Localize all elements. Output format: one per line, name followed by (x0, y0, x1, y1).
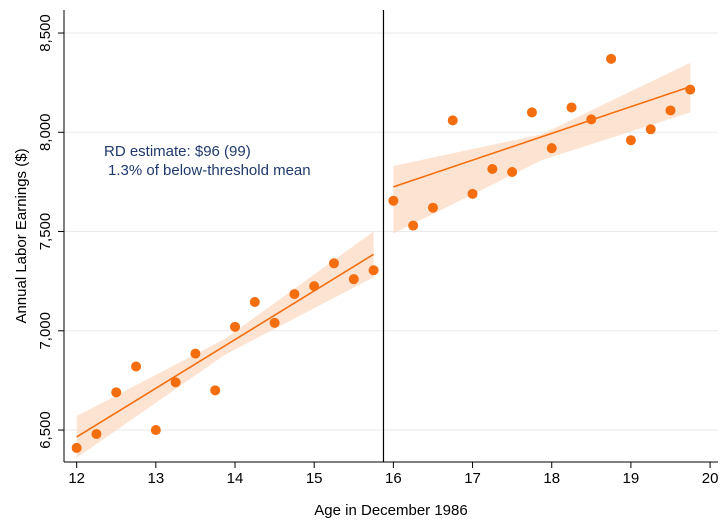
point (111, 387, 122, 398)
y-tick-label: 6,500 (37, 411, 54, 449)
point (91, 429, 102, 440)
point (507, 166, 518, 177)
plot: 6,500 7,000 7,500 8,000 8,500 12 13 14 15 16 17 18 1… (37, 10, 718, 487)
point (665, 105, 676, 116)
point (546, 143, 557, 154)
point (645, 124, 656, 135)
point (467, 188, 478, 199)
point (427, 202, 438, 213)
point (289, 289, 300, 300)
point (249, 297, 260, 308)
y-tick-label: 7,000 (37, 312, 54, 350)
point (586, 114, 597, 125)
y-tick-label: 7,500 (37, 213, 54, 251)
x-tick-label: 18 (543, 470, 560, 487)
point (447, 115, 458, 126)
point (190, 348, 201, 359)
point (408, 220, 419, 231)
point (606, 53, 617, 64)
point (526, 107, 537, 118)
x-tick-label: 13 (148, 470, 165, 487)
x-tick-label: 19 (623, 470, 640, 487)
point (170, 377, 181, 388)
point (150, 425, 161, 436)
point (131, 361, 142, 372)
confidence-band (393, 62, 691, 234)
annotation: RD estimate: $96 (99) (104, 143, 251, 160)
x-axis-label: Age in December 1986 (314, 502, 467, 519)
x-tick-label: 14 (227, 470, 244, 487)
point (625, 135, 636, 146)
x-tick-label: 16 (385, 470, 402, 487)
point (230, 321, 241, 332)
y-tick-label: 8,000 (37, 114, 54, 152)
point (566, 102, 577, 113)
point (71, 442, 82, 453)
fit-line (393, 85, 691, 188)
point (487, 164, 498, 175)
x-tick-label: 20 (702, 470, 719, 487)
point (685, 84, 696, 95)
x-tick-label: 15 (306, 470, 323, 487)
point (388, 195, 399, 206)
point (309, 281, 320, 292)
point (269, 317, 280, 328)
x-tick-label: 12 (68, 470, 85, 487)
y-tick-label: 8,500 (37, 14, 54, 52)
fit-line (76, 253, 375, 438)
confidence-band (76, 231, 374, 458)
annotation: 1.3% of below-threshold mean (108, 162, 311, 179)
y-axis-label: Annual Labor Earnings ($) (13, 148, 30, 323)
point (348, 274, 359, 285)
point (210, 385, 221, 396)
x-tick-label: 17 (464, 470, 481, 487)
point (328, 258, 339, 269)
point (368, 265, 379, 276)
